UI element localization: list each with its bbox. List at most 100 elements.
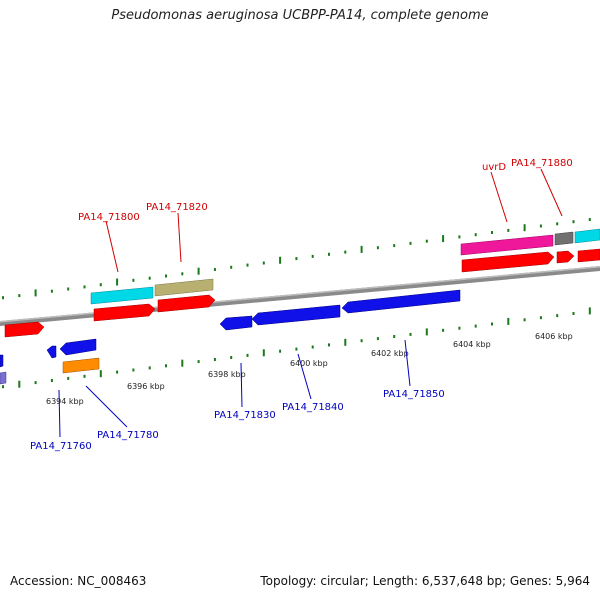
minor-tick — [295, 257, 298, 261]
minor-tick — [328, 343, 330, 347]
minor-tick — [2, 296, 4, 300]
minor-tick — [213, 268, 216, 271]
map-title: Pseudomonas aeruginosa UCBPP-PA14, compl… — [111, 8, 489, 23]
minor-tick — [491, 231, 493, 234]
minor-tick — [165, 364, 167, 368]
gene-label[interactable]: PA14_71760 — [30, 441, 92, 452]
major-tick — [116, 278, 119, 286]
cds-arrow[interactable] — [461, 251, 555, 273]
scale-label: 6396 kbp — [127, 382, 165, 391]
major-tick — [442, 235, 445, 243]
scale-label: 6398 kbp — [208, 370, 246, 379]
major-tick — [99, 370, 102, 378]
minor-tick — [50, 379, 53, 382]
leader-line — [297, 353, 312, 400]
major-tick — [181, 359, 184, 367]
gene-feature-magenta[interactable] — [460, 234, 554, 256]
minor-tick — [197, 360, 200, 364]
major-tick — [588, 307, 591, 315]
minor-tick — [556, 314, 559, 318]
reverse-genes — [0, 289, 461, 385]
cds-arrow-reverse[interactable] — [59, 338, 97, 356]
minor-tick — [572, 220, 575, 224]
genome-summary-text: Topology: circular; Length: 6,537,648 bp… — [260, 574, 590, 588]
leader-line — [85, 385, 128, 428]
minor-tick — [67, 287, 70, 291]
minor-tick — [311, 345, 314, 349]
gene-label[interactable]: PA14_71820 — [146, 202, 208, 213]
forward-genes — [4, 228, 600, 338]
gene-label[interactable]: uvrD — [482, 162, 506, 173]
cds-arrow-reverse[interactable] — [46, 345, 57, 359]
cds-arrow-reverse[interactable] — [251, 304, 341, 326]
minor-tick — [34, 381, 37, 385]
label-leader-lines — [58, 168, 563, 438]
cds-arrow[interactable] — [157, 294, 216, 313]
cds-arrow-reverse[interactable] — [341, 289, 461, 314]
major-tick — [18, 380, 21, 388]
gene-feature-gray[interactable] — [554, 231, 574, 246]
minor-tick — [360, 339, 363, 343]
cds-arrow-reverse[interactable] — [0, 354, 4, 368]
minor-tick — [458, 235, 461, 239]
major-tick — [279, 256, 282, 264]
major-tick — [344, 338, 347, 346]
cds-arrow-reverse[interactable] — [219, 315, 253, 331]
minor-tick — [279, 349, 282, 353]
gene-feature-cyan-edge[interactable] — [574, 228, 600, 244]
accession-text: Accession: NC_008463 — [10, 574, 147, 588]
major-tick — [425, 328, 428, 336]
minor-tick — [474, 324, 477, 328]
gene-feature-cyan[interactable] — [90, 286, 154, 305]
scale-label: 6402 kbp — [371, 349, 409, 358]
leader-line — [177, 212, 182, 263]
minor-tick — [572, 312, 575, 315]
gene-label[interactable]: PA14_71780 — [97, 430, 159, 441]
gene-label[interactable]: PA14_71830 — [214, 410, 276, 421]
minor-tick — [18, 294, 21, 298]
minor-tick — [311, 254, 314, 258]
minor-tick — [148, 276, 151, 280]
minor-tick — [409, 241, 412, 245]
major-tick — [360, 245, 363, 253]
cds-arrow[interactable] — [4, 321, 45, 338]
minor-tick — [181, 272, 184, 276]
gene-label[interactable]: PA14_71800 — [78, 212, 140, 223]
gene-label[interactable]: PA14_71880 — [511, 158, 573, 169]
minor-tick — [588, 218, 591, 221]
gene-label[interactable]: PA14_71850 — [383, 389, 445, 400]
minor-tick — [83, 285, 86, 289]
minor-tick — [458, 326, 461, 330]
minor-tick — [132, 278, 135, 282]
gene-feature-olive[interactable] — [154, 278, 214, 297]
gene-feature-orange[interactable] — [62, 357, 100, 374]
scale-label: 6404 kbp — [453, 340, 491, 349]
major-tick — [197, 267, 200, 275]
minor-tick — [295, 347, 298, 351]
scale-label: 6400 kbp — [290, 359, 328, 368]
leader-line — [490, 171, 508, 223]
cds-arrow[interactable] — [577, 248, 600, 263]
cds-arrow[interactable] — [93, 303, 156, 322]
cds-arrow[interactable] — [556, 250, 575, 264]
minor-tick — [246, 353, 249, 357]
minor-tick — [132, 368, 135, 372]
gene-label[interactable]: PA14_71840 — [282, 402, 344, 413]
leader-line — [105, 220, 119, 273]
minor-tick — [425, 239, 428, 243]
minor-tick — [523, 318, 526, 322]
minor-tick — [2, 385, 4, 389]
leader-line — [240, 362, 243, 408]
gene-labels-top: PA14_71800 PA14_71820 uvrD PA14_71880 — [78, 158, 573, 223]
minor-tick — [262, 261, 265, 265]
minor-tick — [83, 374, 86, 378]
minor-tick — [99, 283, 102, 287]
minor-tick — [116, 370, 119, 374]
gene-labels-bottom: PA14_71760 PA14_71780 PA14_71830 PA14_71… — [30, 389, 445, 452]
minor-tick — [246, 263, 249, 267]
minor-tick — [393, 335, 396, 338]
scale-label: 6394 kbp — [46, 397, 84, 406]
minor-tick — [376, 337, 379, 341]
gene-feature-purple[interactable] — [0, 371, 7, 385]
